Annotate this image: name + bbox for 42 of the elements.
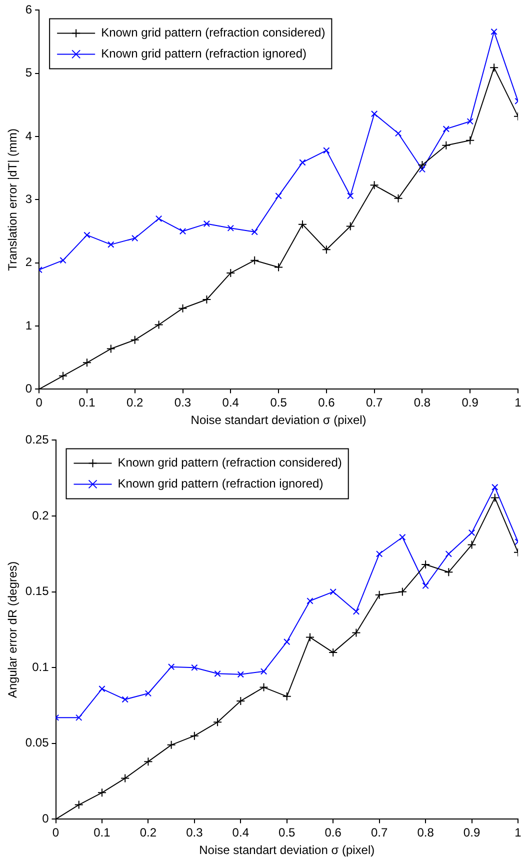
x-tick-label: 0	[52, 826, 60, 840]
legend-label: Known grid pattern (refraction ignored)	[118, 476, 324, 491]
x-tick-label: 0.4	[222, 396, 240, 410]
legend-label: Known grid pattern (refraction considered)	[101, 26, 326, 40]
x-tick-label: 0.7	[366, 396, 383, 410]
x-tick-label: 1	[514, 396, 522, 410]
y-tick-label: 4	[25, 128, 32, 143]
x-tick-label: 1	[514, 826, 522, 840]
x-axis-title: Noise standart deviation σ (pixel)	[199, 843, 375, 858]
y-tick-label: 0.05	[25, 736, 50, 750]
x-tick-label: 0.1	[78, 396, 96, 410]
x-tick-label: 0.7	[370, 826, 388, 840]
x-tick-label: 0.6	[318, 396, 336, 410]
y-tick-label: 0.15	[25, 584, 50, 598]
x-tick-label: 0.3	[174, 396, 192, 410]
x-tick-label: 0.1	[94, 826, 111, 840]
y-tick-label: 3	[25, 192, 32, 206]
y-tick-label: 0	[42, 812, 50, 826]
x-tick-label: 0.6	[324, 826, 342, 840]
x-tick-label: 0.2	[126, 396, 144, 410]
x-tick-label: 0.5	[278, 826, 296, 840]
x-tick-label: 0.4	[232, 826, 250, 840]
y-tick-label: 0.1	[32, 660, 50, 674]
x-tick-label: 0.8	[417, 826, 434, 840]
x-tick-label: 0.8	[414, 396, 431, 410]
x-tick-label: 0.3	[186, 826, 204, 840]
x-axis-title: Noise standart deviation σ (pixel)	[190, 413, 366, 428]
y-axis-title: Translation error |dT| (mm)	[6, 128, 20, 271]
x-tick-label: 0.9	[463, 826, 480, 840]
y-tick-label: 5	[25, 66, 32, 80]
y-tick-label: 0	[25, 382, 32, 396]
x-tick-label: 0.9	[462, 396, 479, 410]
y-axis-title: Angular error dR (degres)	[6, 561, 20, 698]
legend-label: Known grid pattern (refraction considered)	[118, 456, 342, 470]
x-tick-label: 0.2	[140, 826, 157, 840]
y-tick-label: 6	[25, 2, 32, 17]
legend-label: Known grid pattern (refraction ignored)	[101, 46, 307, 61]
y-tick-label: 1	[25, 318, 32, 332]
y-tick-label: 0.25	[25, 432, 50, 447]
y-tick-label: 0.2	[32, 508, 50, 522]
x-tick-label: 0.5	[270, 396, 288, 410]
y-tick-label: 2	[25, 255, 32, 270]
